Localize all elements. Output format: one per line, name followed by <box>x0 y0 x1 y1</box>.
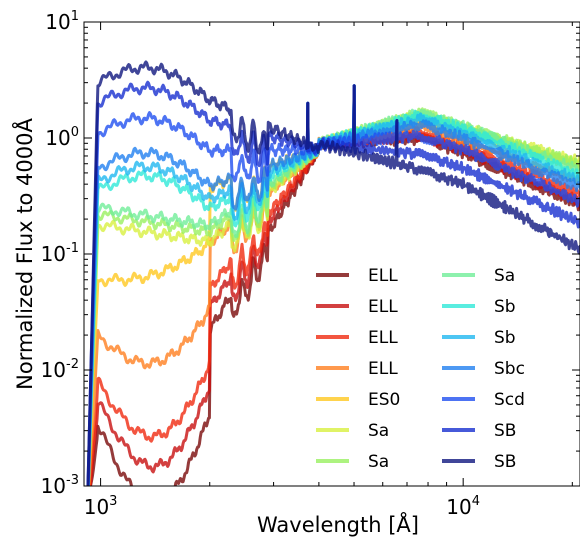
y-axis-label: Normalized Flux to 4000Å <box>11 118 37 390</box>
x-axis-label: Wavelength [Å] <box>257 511 419 537</box>
legend-label: Scd <box>494 390 525 410</box>
y-tick-label: 10-2 <box>41 357 79 382</box>
series-line <box>86 60 580 486</box>
legend-label: Sa <box>368 452 389 472</box>
legend-label: Sbc <box>494 359 525 379</box>
series-line <box>86 84 580 486</box>
legend-label: ELL <box>368 359 398 379</box>
legend-label: SB <box>494 452 516 472</box>
y-tick-label: 10-3 <box>41 473 79 498</box>
legend-label: Sb <box>494 328 516 348</box>
x-tick-label: 104 <box>446 494 480 519</box>
legend-label: Sa <box>494 266 515 286</box>
legend-label: SB <box>494 421 516 441</box>
legend-label: Sa <box>368 421 389 441</box>
legend: ELL ELL ELL ELL ES0 Sa Sa Sa Sb Sb Sbc Scd SB SB <box>316 266 525 472</box>
legend-label: ELL <box>368 297 398 317</box>
y-tick-label: 100 <box>45 125 79 150</box>
legend-label: Sb <box>494 297 516 317</box>
y-tick-label: 101 <box>45 9 79 34</box>
series-line <box>86 80 580 486</box>
x-tick-label: 103 <box>84 494 118 519</box>
legend-label: ELL <box>368 266 398 286</box>
legend-label: ELL <box>368 328 398 348</box>
series-line <box>86 84 580 486</box>
y-tick-label: 10-1 <box>41 241 79 266</box>
series-layer <box>86 60 580 486</box>
legend-label: ES0 <box>368 390 400 410</box>
